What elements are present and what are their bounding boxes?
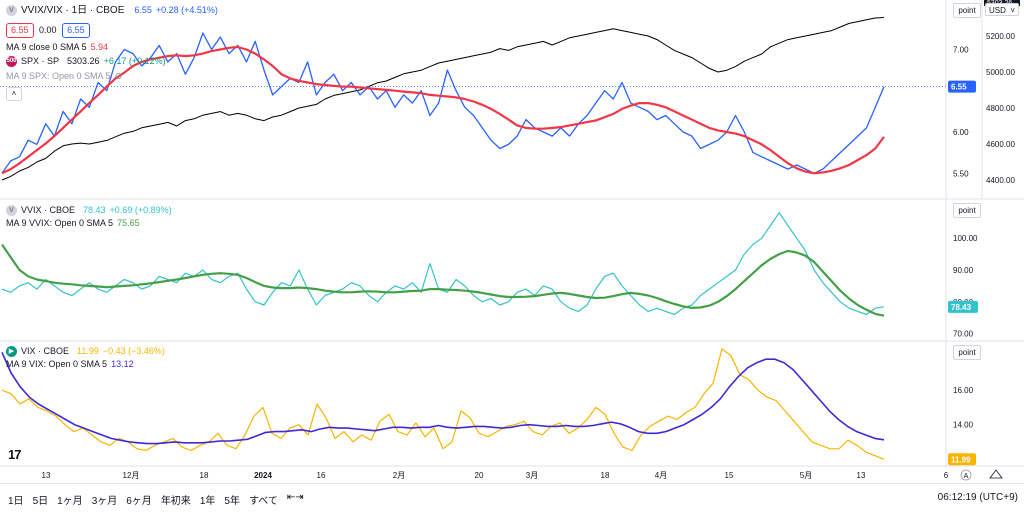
date-range-icon[interactable]: ⇤⇥ (286, 492, 304, 503)
last-ratio-badge: 6.55 (951, 83, 967, 92)
spx-label: SPX · SP (21, 56, 60, 66)
main-change: +0.28 (+4.51%) (155, 5, 218, 15)
vvix-legend: V VVIX · CBOE 78.43 +0.69 (+0.89%) MA 9 … (6, 204, 172, 230)
collapse-legend-button[interactable]: ˄ (6, 87, 22, 101)
bottom-toolbar: 1日 5日 1ヶ月 3ヶ月 6ヶ月 年初来 1年 5年 すべて ⇤⇥ 06:12… (0, 483, 1024, 512)
time-axis-label: 20 (475, 471, 484, 480)
vix-change: −0.43 (−3.46%) (102, 346, 165, 356)
range-1y[interactable]: 1年 (199, 496, 216, 507)
auto-scale-icon (960, 469, 972, 481)
vix-axis-tick: 16.00 (953, 386, 974, 395)
range-1d[interactable]: 1日 (8, 496, 24, 507)
vvix-axis-tick: 90.00 (953, 266, 974, 275)
range-1m[interactable]: 1ヶ月 (57, 496, 83, 507)
left-axis-tick: 5.50 (953, 169, 969, 178)
vix-title: VIX · CBOE (21, 346, 70, 356)
time-axis-label: 15 (725, 471, 734, 480)
auto-scale-label: A (964, 473, 969, 480)
spx-legend: 500 SPX · SP 5303.26 +6.17 (+0.12%) (6, 55, 166, 68)
main-last: 6.55 (134, 5, 152, 15)
vvix-value: 78.43 (83, 205, 106, 215)
currency-label: USD (989, 6, 1006, 15)
time-axis-label: 6 (944, 471, 949, 480)
series-line-1 (1, 45, 885, 175)
range-5d[interactable]: 5日 (32, 496, 49, 507)
time-axis-label: 13 (42, 471, 51, 480)
eye-hidden-icon[interactable]: ⊘ (114, 71, 123, 81)
pane2-scale-button[interactable]: point (953, 203, 981, 218)
last-vix-badge-bg (948, 453, 976, 466)
ma-vix-value: 13.12 (111, 359, 134, 369)
vix-value: 11.99 (77, 346, 99, 356)
play-icon: ▶ (6, 346, 17, 357)
last-vix-badge: 11.99 (951, 455, 971, 464)
time-axis-label: 4月 (655, 471, 667, 480)
tradingview-logo[interactable]: 17 (8, 447, 22, 462)
vvix-title: VVIX · CBOE (21, 205, 76, 215)
vvix-icon: V (6, 205, 17, 216)
ma-vvix-value: 75.65 (117, 218, 140, 228)
main-legend: V VVIX/VIX · 1日 · CBOE 6.55 +0.28 (+4.51… (6, 4, 218, 17)
ohlc-boxes: 6.55 0.00 6.55 (6, 23, 93, 38)
pane1-scale-button[interactable]: point (953, 3, 981, 18)
right-axis-tick: 5200.00 (986, 32, 1015, 41)
main-title: VVIX/VIX · 1日 · CBOE (21, 5, 125, 16)
last-ratio-badge-bg (948, 80, 976, 93)
clock: 06:12:19 (UTC+9) (937, 492, 1018, 503)
right-axis-tick: 4800.00 (986, 104, 1015, 113)
series-line-5 (1, 348, 885, 460)
time-axis-label: 3月 (526, 471, 538, 480)
series-line-2 (1, 17, 885, 181)
currency-button[interactable]: USD ˅ (985, 3, 1019, 16)
buy-box[interactable]: 6.55 (62, 23, 90, 38)
time-axis-label: 16 (317, 471, 326, 480)
vvix-axis-tick: 70.00 (953, 330, 974, 339)
right-axis-tick: 4400.00 (986, 176, 1015, 185)
right-axis-tick: 5000.00 (986, 68, 1015, 77)
sell-box[interactable]: 6.55 (6, 23, 34, 38)
ma-spx-label: MA 9 SPX: Open 0 SMA 5 (6, 71, 111, 81)
ma-spx-legend: MA 9 SPX: Open 0 SMA 5 ⊘ (6, 70, 122, 83)
range-6m[interactable]: 6ヶ月 (126, 496, 152, 507)
ma-close-legend: MA 9 close 0 SMA 5 5.94 (6, 41, 108, 54)
time-axis-label: 18 (601, 471, 610, 480)
settings-gear-icon (989, 469, 1003, 479)
ma-close-label: MA 9 close 0 SMA 5 (6, 42, 87, 52)
last-vvix-badge-bg (948, 300, 978, 313)
time-axis-label: 2024 (254, 471, 272, 480)
range-all[interactable]: すべて (248, 496, 278, 507)
series-line-6 (1, 351, 885, 445)
vix-legend: ▶ VIX · CBOE 11.99 −0.43 (−3.46%) MA 9 V… (6, 345, 165, 371)
series-line-3 (1, 212, 885, 316)
vvix-change: +0.69 (+0.89%) (109, 205, 172, 215)
range-3m[interactable]: 3ヶ月 (91, 496, 118, 507)
last-vvix-badge: 78.43 (951, 303, 972, 312)
spread-value: 0.00 (39, 25, 57, 35)
left-axis-tick: 7.00 (953, 46, 969, 55)
range-ytd[interactable]: 年初来 (160, 496, 191, 507)
range-selector: 1日 5日 1ヶ月 3ヶ月 6ヶ月 年初来 1年 5年 すべて ⇤⇥ (8, 492, 304, 507)
range-5y[interactable]: 5年 (224, 496, 240, 507)
spx-change: +6.17 (+0.12%) (103, 56, 166, 66)
chevron-down-icon: ˅ (1010, 6, 1015, 15)
vvix-axis-tick: 100.00 (953, 234, 978, 243)
ma-vix-label: MA 9 VIX: Open 0 SMA 5 (6, 359, 108, 369)
time-axis-label: 18 (200, 471, 209, 480)
ma-close-value: 5.94 (90, 42, 109, 52)
spx-icon: 500 (6, 56, 17, 67)
right-axis-tick: 4600.00 (986, 140, 1015, 149)
ma-vvix-label: MA 9 VVIX: Open 0 SMA 5 (6, 218, 114, 228)
series-line-4 (1, 243, 885, 317)
left-axis-tick: 6.00 (953, 128, 969, 137)
time-axis-label: 2月 (393, 471, 405, 480)
time-axis-label: 5月 (800, 471, 812, 480)
time-axis-label: 12月 (123, 471, 140, 480)
spx-value: 5303.26 (67, 56, 100, 66)
chart-canvas[interactable]: 7.507.006.005.505200.005000.004800.00460… (0, 0, 1024, 484)
symbol-icon: V (6, 5, 17, 16)
vix-axis-tick: 14.00 (953, 421, 974, 430)
time-axis-label: 13 (857, 471, 866, 480)
pane3-scale-button[interactable]: point (953, 345, 981, 360)
